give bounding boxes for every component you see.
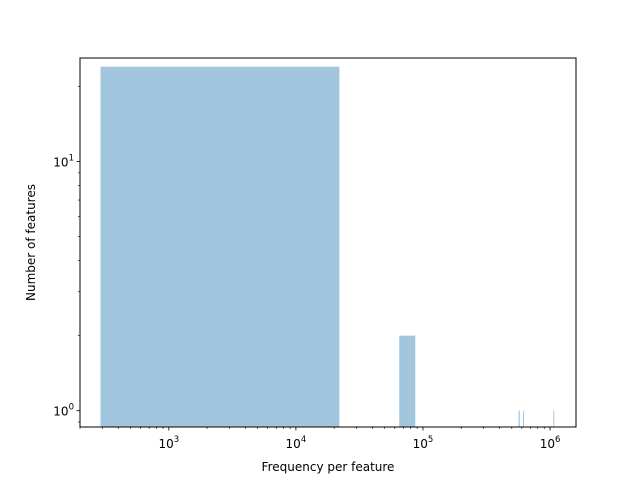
y-tick-label: 100 [53, 403, 74, 419]
x-tick-label: 104 [286, 435, 307, 451]
x-tick-label: 106 [540, 435, 561, 451]
y-tick-label: 101 [53, 153, 74, 169]
x-tick-label: 103 [158, 435, 179, 451]
histogram-bar [100, 66, 340, 428]
x-axis-label: Frequency per feature [262, 460, 395, 474]
x-axis-ticks: 103 104 105 106 [79, 427, 561, 451]
y-axis-label: Number of features [24, 184, 38, 301]
x-tick-label: 105 [413, 435, 434, 451]
histogram-bar [518, 410, 520, 427]
histogram-bar [553, 410, 555, 427]
histogram-bar [522, 410, 524, 427]
bars-group [100, 66, 555, 428]
histogram-bar [399, 335, 416, 427]
plot-area-frame [79, 57, 577, 428]
y-axis-ticks: 100 101 [53, 86, 80, 423]
